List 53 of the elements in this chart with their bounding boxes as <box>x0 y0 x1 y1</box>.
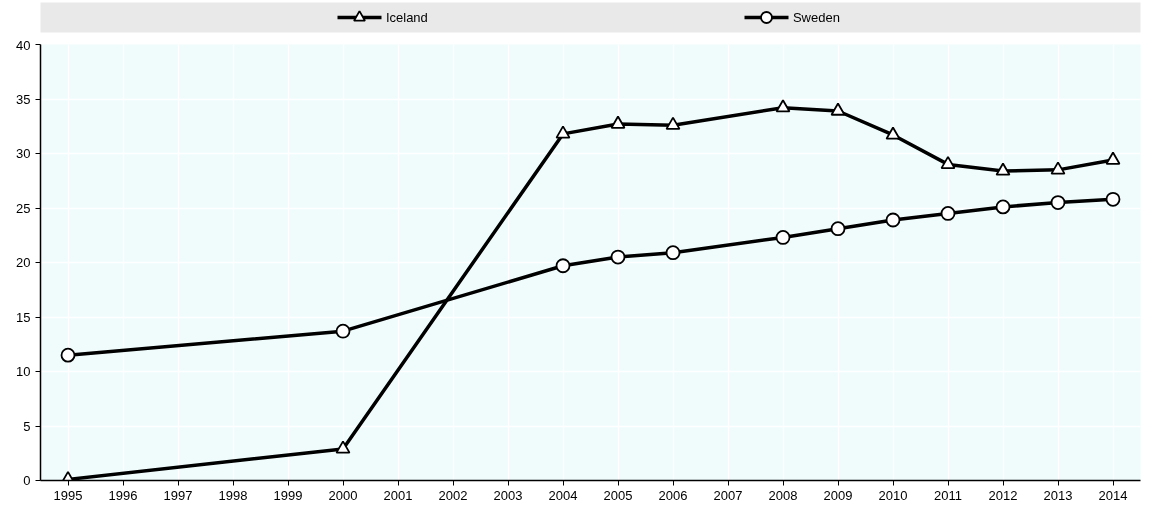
legend-label: Sweden <box>792 10 840 25</box>
point <box>995 162 1011 176</box>
point <box>940 206 956 221</box>
point <box>830 102 846 116</box>
point <box>775 99 791 113</box>
y-tick-label: 30 <box>16 146 31 161</box>
x-tick-label: 2014 <box>1098 487 1128 503</box>
x-tick-label: 2009 <box>823 487 853 503</box>
y-tick-label: 0 <box>23 473 31 488</box>
point <box>665 116 681 130</box>
x-tick-label: 1996 <box>108 487 138 503</box>
y-tick-label: 25 <box>16 200 31 216</box>
x-tick-label: 2007 <box>713 487 743 503</box>
point <box>1050 195 1066 210</box>
x-tick-label: 2003 <box>493 487 523 503</box>
y-tick-label: 5 <box>23 418 31 434</box>
point <box>885 126 901 140</box>
x-tick-label: 2013 <box>1043 487 1073 503</box>
x-tick-label: 2002 <box>438 487 468 503</box>
point <box>885 212 901 228</box>
x-tick-label: 2001 <box>383 487 413 503</box>
point <box>1105 191 1121 207</box>
point <box>1105 151 1121 165</box>
point <box>610 115 626 129</box>
point <box>940 155 956 170</box>
x-tick-label: 1997 <box>163 487 193 503</box>
y-tick-label: 35 <box>16 91 31 107</box>
point <box>775 230 791 245</box>
y-tick-label: 40 <box>16 37 31 53</box>
y-tick-label: 15 <box>16 309 31 325</box>
point <box>555 125 571 139</box>
x-tick-label: 2012 <box>988 487 1018 503</box>
x-tick-label: 2005 <box>603 487 633 503</box>
y-tick-label: 20 <box>16 255 31 270</box>
point <box>665 245 681 261</box>
point <box>995 199 1011 215</box>
point <box>60 347 76 363</box>
x-tick-label: 1999 <box>273 487 303 503</box>
x-tick-label: 2006 <box>658 487 688 503</box>
legend-label: Iceland <box>385 10 428 25</box>
point <box>830 221 846 237</box>
point <box>335 323 351 339</box>
x-tick-label: 1998 <box>218 487 248 503</box>
point <box>1050 161 1066 175</box>
x-tick-label: 2010 <box>878 487 908 503</box>
y-tick-label: 10 <box>16 364 31 379</box>
x-tick-label: 2008 <box>768 487 798 503</box>
x-tick-label: 2000 <box>328 487 358 503</box>
point <box>610 249 626 265</box>
x-tick-label: 2011 <box>934 487 962 503</box>
x-tick-label: 1995 <box>53 487 83 503</box>
point <box>555 258 571 274</box>
x-tick-label: 2004 <box>548 487 578 503</box>
